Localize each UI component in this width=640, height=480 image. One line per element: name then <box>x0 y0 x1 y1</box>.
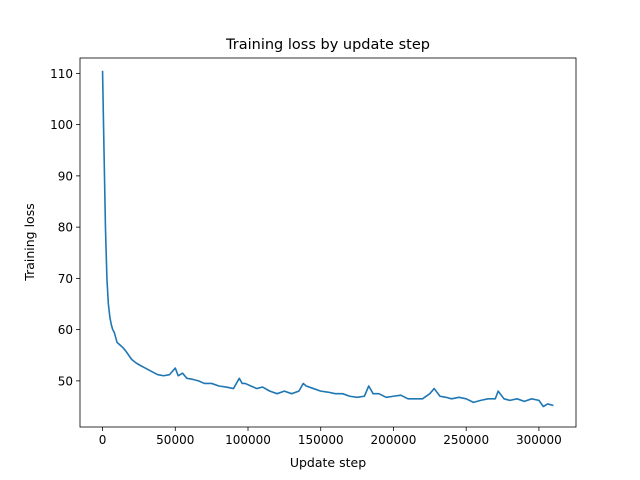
chart-title: Training loss by update step <box>225 37 430 53</box>
axes-frame <box>79 57 577 428</box>
y-tick-label: 70 <box>58 272 73 286</box>
loss-series-line <box>101 70 554 408</box>
x-tick-label: 300000 <box>516 433 562 447</box>
y-tick-label: 50 <box>58 374 73 388</box>
x-tick-label: 50000 <box>156 433 194 447</box>
y-axis-label: Training loss <box>22 203 37 281</box>
x-tick-label: 200000 <box>371 433 417 447</box>
y-tick-label: 110 <box>50 67 73 81</box>
x-tick-label: 250000 <box>443 433 489 447</box>
y-tick-label: 80 <box>58 221 73 235</box>
x-tick-label: 0 <box>99 433 107 447</box>
axes: 0 50000 100000 150000 200000 250000 300000 50 60… <box>50 57 577 447</box>
y-tick-label: 60 <box>58 323 73 337</box>
x-tick-label: 150000 <box>298 433 344 447</box>
plot-area <box>101 70 554 408</box>
y-tick-label: 90 <box>58 169 73 183</box>
x-axis-label: Update step <box>290 455 366 470</box>
x-tick-label: 100000 <box>225 433 271 447</box>
y-tick-label: 100 <box>50 118 73 132</box>
